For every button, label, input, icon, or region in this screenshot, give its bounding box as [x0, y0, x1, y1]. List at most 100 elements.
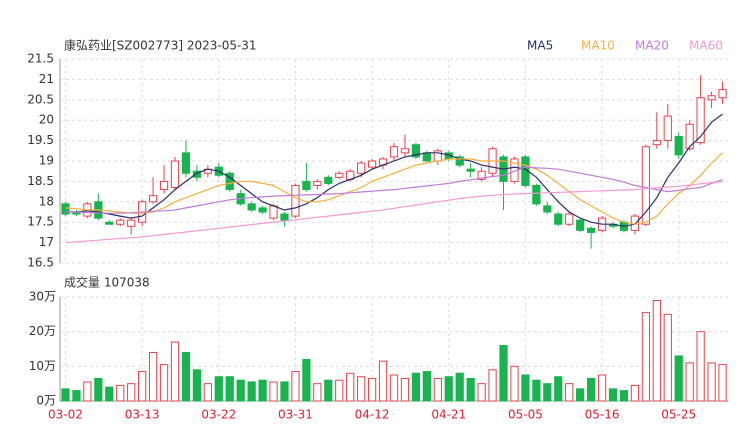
- volume-bar: [587, 377, 596, 402]
- candle-body: [280, 213, 289, 221]
- candle-body: [532, 184, 541, 205]
- y-tick-label: 18.5: [27, 174, 54, 188]
- legend-label: MA20: [635, 39, 669, 53]
- volume-bar: [148, 351, 158, 402]
- x-tick-label: 05-16: [585, 408, 620, 422]
- volume-bar: [707, 362, 716, 402]
- candle-body: [455, 156, 464, 166]
- candle-body: [159, 180, 169, 191]
- volume-bar: [138, 371, 147, 402]
- candle-body: [543, 205, 552, 213]
- x-tick-label: 03-22: [201, 408, 236, 422]
- candle-body: [324, 176, 333, 184]
- volume-bar: [641, 312, 650, 402]
- candle-body: [685, 123, 694, 150]
- volume-bar: [214, 376, 223, 402]
- volume-bar: [477, 383, 486, 402]
- candle-body: [411, 144, 421, 158]
- volume-bar: [302, 358, 311, 402]
- ma-line: [65, 166, 723, 214]
- volume-bar: [313, 383, 322, 402]
- volume-bar: [554, 376, 563, 402]
- ma-line: [65, 113, 723, 227]
- candle-body: [652, 140, 661, 146]
- volume-bar: [280, 381, 289, 402]
- y-tick-label: 18: [39, 194, 54, 208]
- volume-bar: [455, 372, 464, 402]
- candle-body: [302, 180, 311, 191]
- volume-bar: [411, 372, 421, 402]
- volume-bar: [116, 384, 125, 402]
- candle-body: [61, 203, 70, 215]
- y-tick-label: 17: [39, 235, 54, 249]
- y-tick-label: 21.5: [27, 52, 54, 66]
- candle-body: [587, 227, 596, 233]
- chart-title: 康弘药业[SZ002773] 2023-05-31: [64, 38, 257, 53]
- candle-body: [641, 146, 650, 225]
- volume-bar: [422, 371, 431, 402]
- volume-bar: [159, 364, 169, 402]
- volume-bar: [291, 371, 300, 402]
- volume-bar: [247, 381, 256, 402]
- volume-bar: [269, 381, 278, 402]
- volume-bar: [324, 379, 333, 402]
- volume-bar: [521, 374, 530, 402]
- y-tick-label: 19: [39, 154, 54, 168]
- volume-bar: [181, 351, 191, 402]
- candle-body: [269, 205, 278, 219]
- legend-label: MA5: [527, 39, 553, 53]
- volume-bar: [389, 374, 399, 402]
- volume-bar: [630, 384, 640, 402]
- legend-label: MA10: [581, 39, 615, 53]
- y-tick-label: 19.5: [27, 133, 54, 147]
- volume-tick-label: 10万: [29, 359, 56, 373]
- candle-body: [554, 213, 563, 225]
- candle-body: [127, 219, 136, 227]
- volume-bar: [378, 360, 388, 402]
- candle-body: [707, 95, 716, 101]
- volume-bar: [346, 372, 355, 402]
- candle-body: [181, 152, 191, 174]
- volume-bar: [466, 377, 475, 402]
- candle-body: [400, 148, 410, 154]
- candle-body: [105, 221, 114, 225]
- candle-body: [116, 219, 125, 225]
- candle-body: [466, 168, 475, 172]
- x-tick-label: 05-05: [508, 408, 543, 422]
- candle-body: [389, 146, 399, 158]
- candle-body: [335, 172, 344, 178]
- volume-bar: [499, 345, 508, 402]
- volume-bar: [61, 388, 70, 402]
- volume-bar: [367, 377, 377, 402]
- x-tick-label: 03-13: [125, 408, 160, 422]
- volume-bar: [192, 369, 201, 402]
- volume-bar: [674, 355, 683, 402]
- volume-bar: [170, 341, 180, 402]
- y-tick-label: 17.5: [27, 215, 54, 229]
- x-tick-label: 04-12: [355, 408, 390, 422]
- volume-bar: [597, 374, 607, 402]
- volume-bar: [685, 362, 694, 402]
- volume-bar: [543, 383, 552, 402]
- volume-bar: [619, 390, 629, 402]
- volume-tick-label: 30万: [29, 290, 56, 304]
- volume-bar: [203, 383, 212, 402]
- candle-body: [258, 207, 267, 213]
- candle-body: [674, 136, 683, 156]
- volume-title: 成交量 107038: [64, 275, 150, 290]
- y-tick-label: 16.5: [27, 256, 54, 270]
- volume-bar: [94, 377, 103, 402]
- y-tick-label: 20: [39, 113, 54, 127]
- volume-bar: [565, 383, 574, 402]
- candle-body: [367, 160, 377, 168]
- volume-bar: [225, 376, 234, 402]
- x-tick-label: 05-25: [661, 408, 696, 422]
- candle-body: [718, 89, 727, 99]
- volume-bar: [510, 365, 519, 402]
- volume-bar: [444, 376, 453, 402]
- candle-body: [663, 115, 672, 142]
- volume-tick-label: 20万: [29, 324, 56, 338]
- volume-tick-label: 0万: [36, 394, 56, 408]
- x-tick-label: 03-02: [48, 408, 83, 422]
